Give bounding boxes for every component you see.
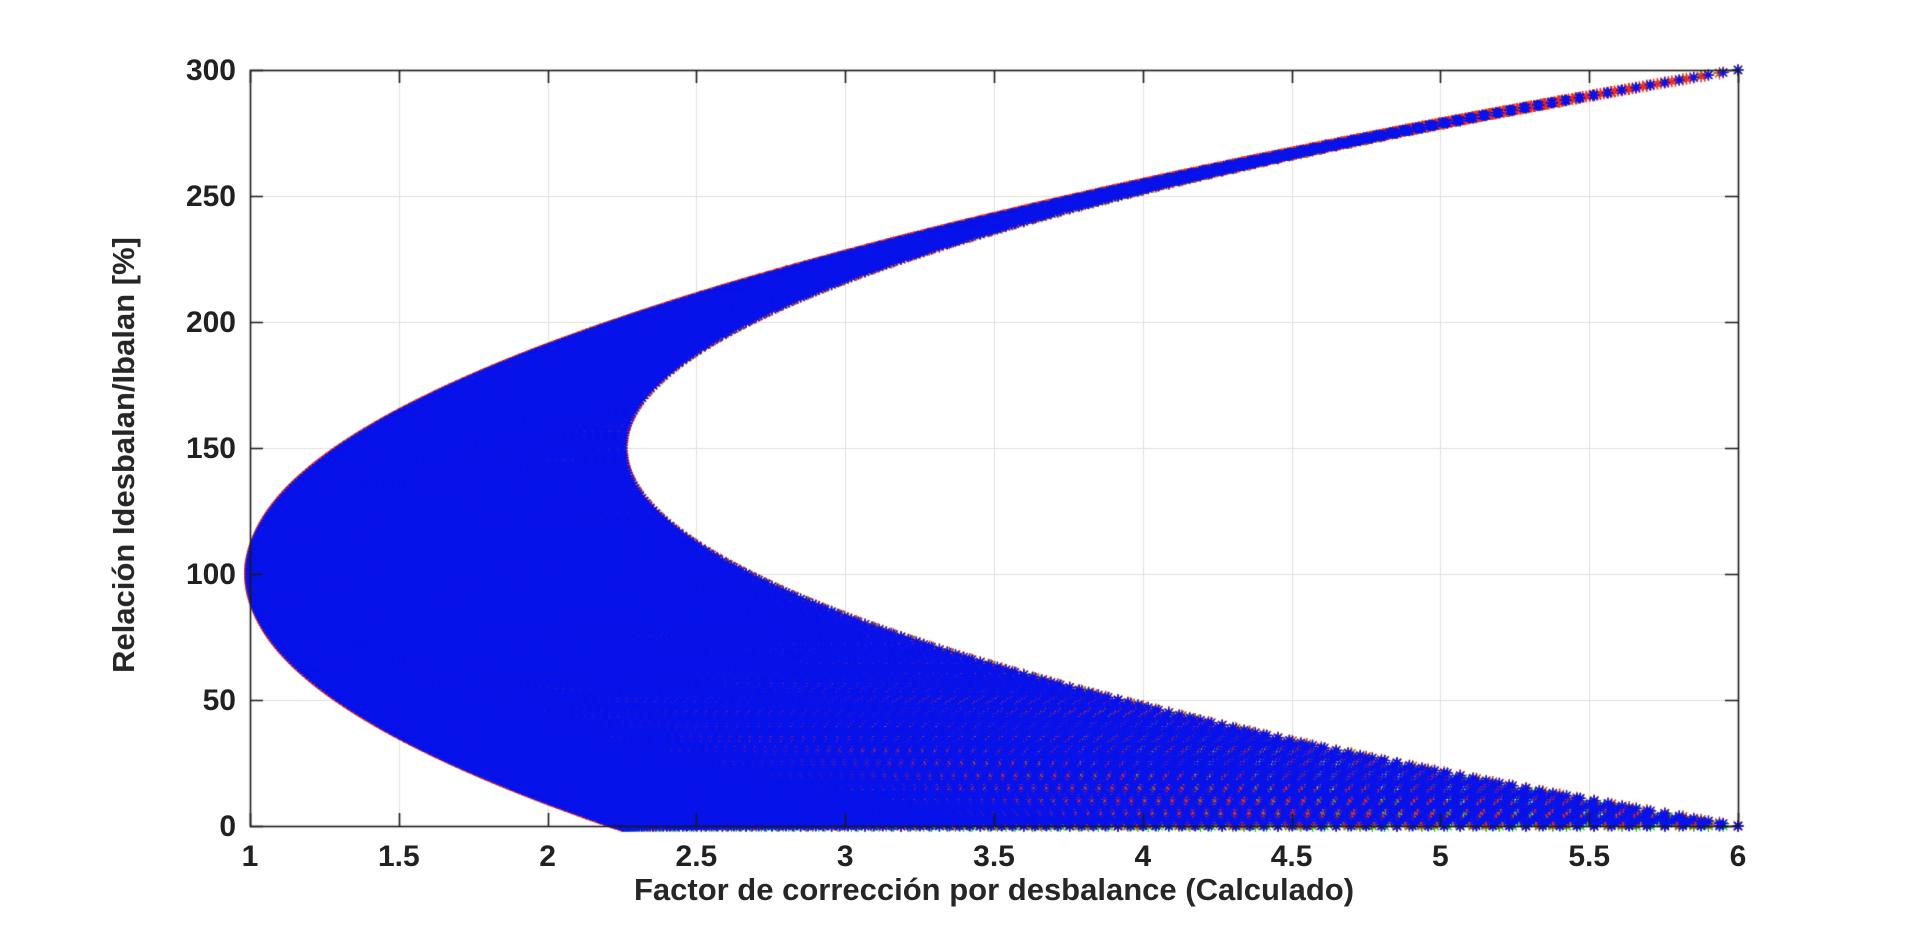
- y-tick-label: 150: [185, 432, 236, 465]
- y-tick-label: 200: [185, 306, 236, 339]
- x-tick-label: 4.5: [1270, 840, 1313, 873]
- x-tick-label: 5.5: [1568, 840, 1611, 873]
- x-tick-label: 4: [1134, 840, 1152, 873]
- x-axis-label: Factor de corrección por desbalance (Cal…: [633, 872, 1355, 907]
- y-tick-label: 250: [185, 180, 236, 213]
- y-tick-label: 100: [185, 558, 236, 591]
- x-tick-label: 3: [836, 840, 854, 873]
- x-tick-label: 6: [1729, 840, 1747, 873]
- x-tick-label: 1.5: [377, 840, 420, 873]
- x-tick-label: 1: [241, 840, 259, 873]
- y-tick-label: 300: [185, 54, 236, 87]
- x-tick-label: 2.5: [675, 840, 718, 873]
- x-tick-label: 3.5: [973, 840, 1015, 873]
- y-tick-label: 50: [202, 684, 236, 717]
- x-tick-label: 2: [539, 840, 556, 873]
- x-tick-label: 5: [1432, 840, 1449, 873]
- y-tick-label: 0: [219, 810, 236, 843]
